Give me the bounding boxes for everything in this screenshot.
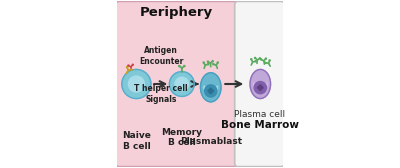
Circle shape bbox=[210, 90, 212, 92]
Circle shape bbox=[126, 67, 128, 68]
Circle shape bbox=[207, 61, 208, 62]
Circle shape bbox=[259, 87, 261, 89]
Text: Bone Marrow: Bone Marrow bbox=[221, 120, 299, 130]
Text: Plasmablast: Plasmablast bbox=[180, 137, 242, 145]
Circle shape bbox=[175, 77, 189, 91]
Ellipse shape bbox=[250, 69, 270, 99]
Text: Plasma cell: Plasma cell bbox=[234, 110, 285, 119]
Circle shape bbox=[205, 85, 217, 97]
Ellipse shape bbox=[200, 73, 221, 102]
Text: Antigen
Encounter: Antigen Encounter bbox=[139, 46, 183, 66]
Circle shape bbox=[132, 64, 133, 65]
Circle shape bbox=[210, 92, 212, 94]
Circle shape bbox=[254, 57, 256, 58]
Circle shape bbox=[259, 85, 261, 87]
Circle shape bbox=[217, 62, 218, 63]
Text: Periphery: Periphery bbox=[140, 6, 213, 19]
Circle shape bbox=[269, 60, 270, 61]
Circle shape bbox=[261, 87, 263, 89]
Circle shape bbox=[208, 64, 209, 65]
Circle shape bbox=[258, 87, 260, 89]
Text: Naive
B cell: Naive B cell bbox=[122, 131, 151, 151]
FancyBboxPatch shape bbox=[116, 1, 238, 167]
Circle shape bbox=[255, 61, 256, 62]
Circle shape bbox=[179, 66, 180, 67]
Circle shape bbox=[212, 90, 213, 92]
FancyBboxPatch shape bbox=[235, 1, 284, 167]
Circle shape bbox=[122, 69, 151, 99]
Circle shape bbox=[208, 90, 210, 92]
Circle shape bbox=[251, 59, 252, 60]
Circle shape bbox=[203, 62, 204, 63]
Circle shape bbox=[265, 58, 266, 59]
Circle shape bbox=[128, 76, 144, 92]
Circle shape bbox=[170, 72, 194, 96]
Circle shape bbox=[254, 81, 266, 94]
Circle shape bbox=[261, 59, 262, 60]
Text: Memory
B cell: Memory B cell bbox=[161, 128, 202, 147]
Circle shape bbox=[213, 64, 214, 65]
Circle shape bbox=[259, 58, 260, 59]
Circle shape bbox=[212, 61, 213, 62]
Circle shape bbox=[210, 88, 212, 90]
Circle shape bbox=[265, 62, 266, 63]
Circle shape bbox=[259, 88, 261, 90]
Circle shape bbox=[184, 66, 185, 67]
Circle shape bbox=[131, 69, 132, 70]
Text: T helper cell
Signals: T helper cell Signals bbox=[134, 84, 188, 104]
Circle shape bbox=[128, 65, 129, 66]
